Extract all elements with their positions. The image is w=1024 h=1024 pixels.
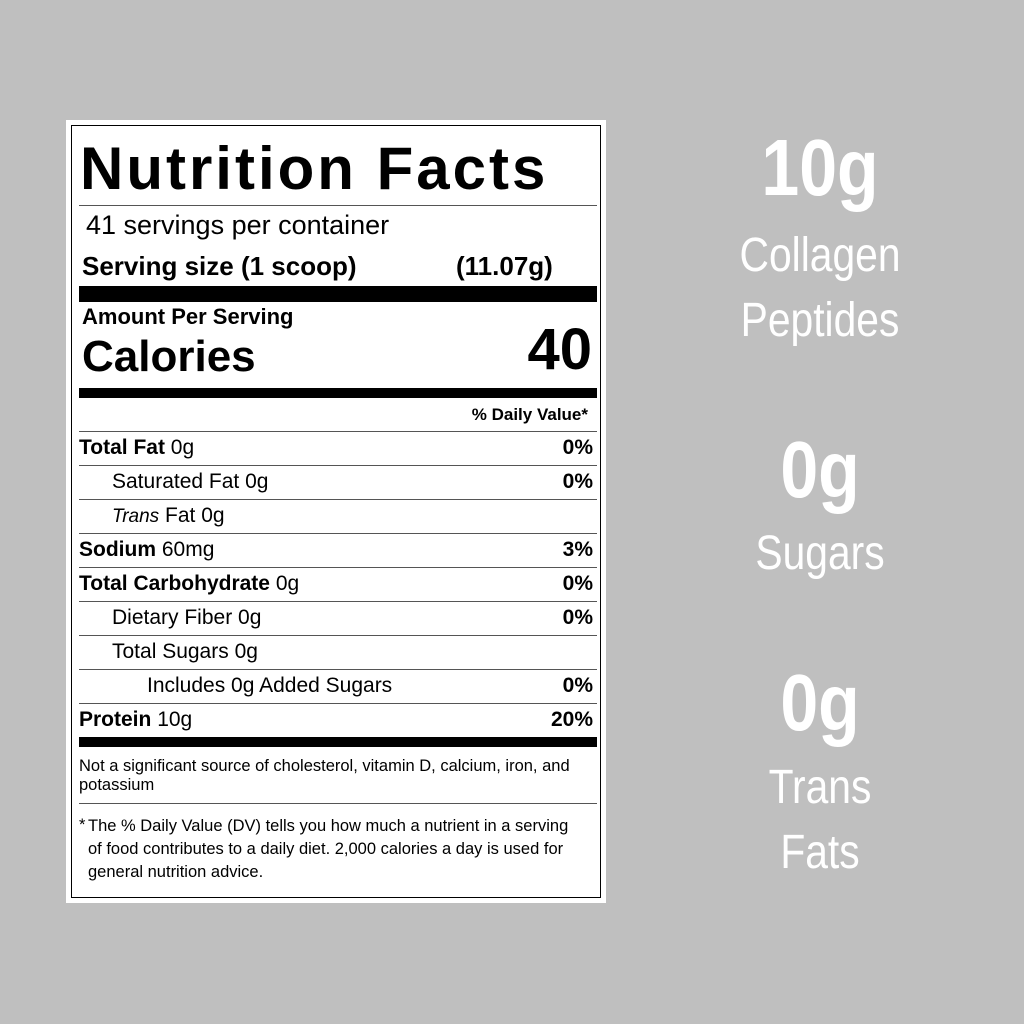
divider <box>79 465 597 466</box>
nutrient-name: Includes 0g Added Sugars <box>79 674 392 698</box>
calories-value: 40 <box>527 317 592 382</box>
nutrient-name: Total Carbohydrate 0g <box>79 572 299 596</box>
nutrient-label: Fat <box>165 504 196 527</box>
nutrient-row: Total Sugars 0g <box>79 637 593 667</box>
nutrient-row: Saturated Fat 0g 0% <box>79 467 593 497</box>
divider <box>79 703 597 704</box>
nutrient-name: Total Sugars 0g <box>79 640 258 664</box>
nutrient-label: Sodium <box>79 538 156 561</box>
divider <box>79 803 597 804</box>
divider <box>79 431 597 432</box>
divider <box>79 635 597 636</box>
nutrient-amount: 10g <box>157 708 193 731</box>
nutrient-name: Sodium 60mg <box>79 538 214 562</box>
nutrient-label: Dietary Fiber <box>112 606 233 629</box>
nutrient-row: Dietary Fiber 0g 0% <box>79 603 593 633</box>
label-title: Nutrition Facts <box>80 135 549 202</box>
divider <box>79 669 597 670</box>
highlight-value-trans-fats: 0g <box>780 658 860 747</box>
nutrient-amount: 60mg <box>161 538 215 561</box>
nutrient-label: Total Carbohydrate <box>79 572 270 595</box>
nutrient-name: Protein 10g <box>79 708 192 732</box>
nutrient-label: Includes 0g Added Sugars <box>147 674 393 697</box>
highlight-value-collagen: 10g <box>761 123 879 212</box>
amount-per-serving: Amount Per Serving <box>82 304 294 329</box>
nutrient-row: Includes 0g Added Sugars 0% <box>79 671 593 701</box>
highlight-label: Fats <box>780 826 860 879</box>
highlight-label: Sugars <box>755 527 885 580</box>
divider <box>79 533 597 534</box>
nutrient-amount: 0g <box>245 470 269 493</box>
serving-size-label: Serving size (1 scoop) <box>82 251 357 281</box>
nutrient-name: Trans Fat 0g <box>79 504 225 528</box>
daily-value-percent: 3% <box>562 538 593 561</box>
nutrient-amount: 0g <box>234 640 258 663</box>
serving-size-value: (11.07g) <box>456 251 553 281</box>
nutrition-label-border <box>71 125 601 898</box>
highlight-value-sugars: 0g <box>780 425 860 514</box>
divider <box>79 601 597 602</box>
thick-divider <box>79 286 597 302</box>
daily-value-percent: 0% <box>562 572 593 595</box>
nutrient-amount: 0g <box>170 436 195 459</box>
nutrient-label: Trans <box>112 506 160 527</box>
nutrition-panel <box>66 120 606 903</box>
daily-value-percent: 20% <box>550 708 593 731</box>
divider <box>79 205 597 206</box>
highlight-label: Trans <box>768 761 872 814</box>
nutrient-row: Total Carbohydrate 0g 0% <box>79 569 593 599</box>
nutrient-name: Dietary Fiber 0g <box>79 606 261 630</box>
nutrient-amount: 0g <box>201 504 225 527</box>
nutrient-name: Total Fat 0g <box>79 436 194 460</box>
highlight-label: Peptides <box>740 294 900 347</box>
nutrient-row: Protein 10g 20% <box>79 705 593 735</box>
nutrient-row: Total Fat 0g 0% <box>79 433 593 463</box>
footnote-star: * <box>79 816 86 834</box>
nutrient-row: Trans Fat 0g <box>79 501 593 531</box>
calories-label: Calories <box>82 332 256 381</box>
nutrient-label: Total Sugars <box>112 640 229 663</box>
divider <box>79 567 597 568</box>
servings-per-container: 41 servings per container <box>86 210 390 240</box>
not-significant-note: Not a significant source of cholesterol,… <box>79 757 570 794</box>
footnote: The % Daily Value (DV) tells you how muc… <box>88 817 569 881</box>
divider <box>79 499 597 500</box>
nutrient-row: Sodium 60mg 3% <box>79 535 593 565</box>
nutrient-amount: 0g <box>275 572 300 595</box>
daily-value-percent: 0% <box>562 470 593 493</box>
medium-divider <box>79 388 597 398</box>
daily-value-percent: 0% <box>562 674 593 697</box>
daily-value-header: % Daily Value* <box>471 405 588 424</box>
nutrient-label: Protein <box>79 708 152 731</box>
highlight-label: Collagen <box>739 229 901 282</box>
nutrient-amount: 0g <box>238 606 262 629</box>
nutrient-label: Total Fat <box>79 436 165 459</box>
nutrient-label: Saturated Fat <box>112 470 240 493</box>
daily-value-percent: 0% <box>562 606 593 629</box>
nutrient-name: Saturated Fat 0g <box>79 470 268 494</box>
daily-value-percent: 0% <box>562 436 593 459</box>
thick-divider-bottom <box>79 737 597 747</box>
